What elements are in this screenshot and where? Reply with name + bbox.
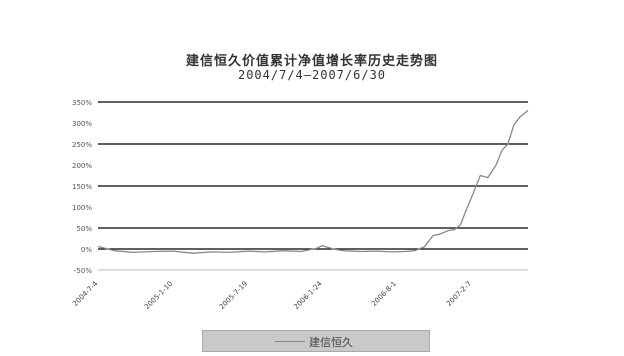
y-tick-label: 150% (72, 183, 92, 191)
x-tick-label: 2005-1-10 (143, 280, 174, 311)
x-tick-label: 2007-2-7 (445, 280, 473, 308)
y-tick-label: 300% (72, 120, 92, 128)
x-tick-label: 2005-7-19 (218, 280, 249, 311)
y-tick-label: 250% (72, 141, 92, 149)
y-tick-label: -50% (74, 267, 92, 275)
legend-swatch (275, 341, 305, 342)
x-tick-label: 2006-8-1 (370, 280, 398, 308)
legend-label: 建信恒久 (309, 336, 353, 349)
chart-subtitle: 2004/7/4—2007/6/30 (237, 68, 387, 82)
legend: 建信恒久 (202, 330, 430, 352)
y-tick-label: 100% (72, 204, 92, 212)
chart-title: 建信恒久价值累计净值增长率历史走势图 (185, 54, 438, 69)
y-tick-label: 200% (72, 162, 92, 170)
y-tick-label: 350% (72, 99, 92, 107)
y-tick-label: 50% (76, 225, 92, 233)
y-tick-label: 0% (81, 246, 92, 254)
x-tick-label: 2004-7-4 (71, 279, 100, 308)
x-tick-label: 2006-1-24 (292, 279, 324, 311)
series-line-0 (97, 109, 529, 254)
